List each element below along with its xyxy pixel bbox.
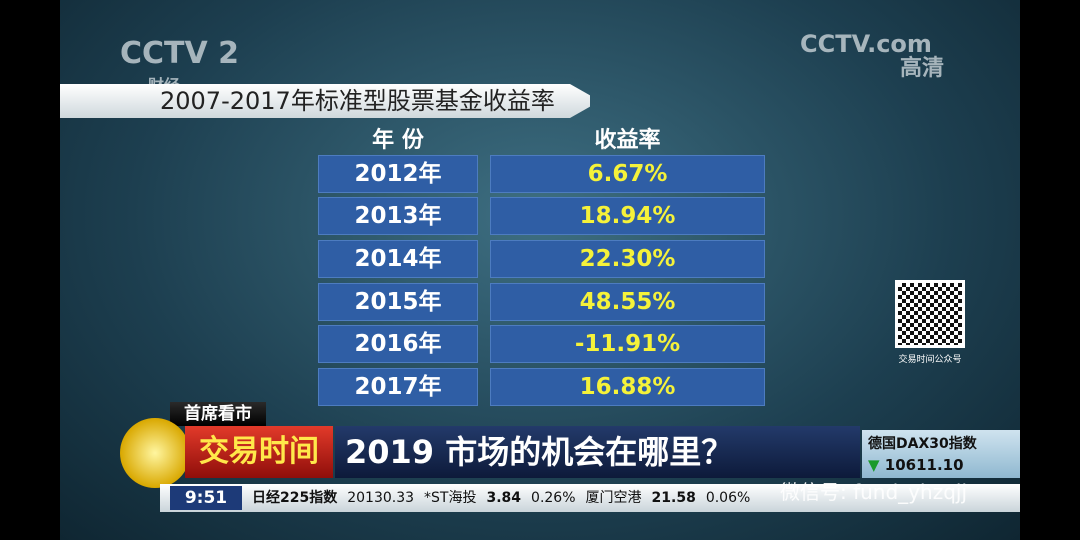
ticker-item: 0.06% (705, 490, 751, 506)
year-cell: 2016年 (318, 325, 478, 363)
down-arrow: ▼ (868, 456, 885, 474)
ticker-items: 日经225指数 20130.33 *ST海投 3.84 0.26% 厦门空港 21.58 0.… (252, 484, 760, 512)
year-cell: 2014年 (318, 240, 478, 278)
return-cell: 18.94% (490, 197, 765, 235)
ticker-item: 20130.33 (347, 490, 415, 506)
return-cell: 22.30% (490, 240, 765, 278)
index-value: ▼ 10611.10 (868, 456, 964, 474)
qr-label: 交易时间公众号 (898, 355, 962, 365)
ticker-item: 0.26% (531, 490, 576, 506)
watermark: 微信号: fund_yhzqjj (780, 480, 968, 504)
hd-logo: 高清 (900, 56, 945, 81)
return-cell: 6.67% (490, 155, 765, 193)
tv-screen: CCTV 2 财经 CCTV.com 高清 2007-2017年标准型股票基金收… (60, 0, 1020, 540)
index-number: 10611.10 (884, 456, 964, 474)
ticker-item: *ST海投 (424, 490, 477, 506)
year-cell: 2012年 (318, 155, 478, 193)
column-header: 收益率 (594, 128, 661, 153)
return-cell: -11.91% (490, 325, 765, 363)
qr-code (895, 280, 965, 348)
ticker-bar: 9:51 日经225指数 20130.33 *ST海投 3.84 0.26% 厦门空港 21… (160, 484, 1020, 512)
program-logo (120, 418, 190, 488)
ticker-item: 厦门空港 (585, 490, 642, 506)
site-logo: CCTV.com (800, 30, 932, 58)
program-name: 交易时间 (185, 426, 333, 478)
return-cell: 48.55% (490, 283, 765, 321)
title: 2007-2017年标准型股票基金收益率 (60, 84, 590, 118)
index-box: 德国DAX30指数 ▼ 10611.10 (862, 430, 1020, 478)
return-cell: 16.88% (490, 368, 765, 406)
year-cell: 2015年 (318, 283, 478, 321)
year-cell: 2017年 (318, 368, 478, 406)
index-name: 德国DAX30指数 (868, 436, 977, 452)
year-cell: 2013年 (318, 197, 478, 235)
headline: 2019 市场的机会在哪里？ (335, 426, 860, 478)
ticker-item: 21.58 (651, 490, 696, 506)
channel-logo: CCTV 2 (120, 36, 240, 71)
banner-tag: 首席看市 (170, 402, 266, 426)
ticker-time: 9:51 (170, 486, 242, 510)
ticker-item: 3.84 (486, 490, 522, 506)
column-header: 年 份 (372, 128, 424, 153)
ticker-item: 日经225指数 (252, 490, 338, 506)
